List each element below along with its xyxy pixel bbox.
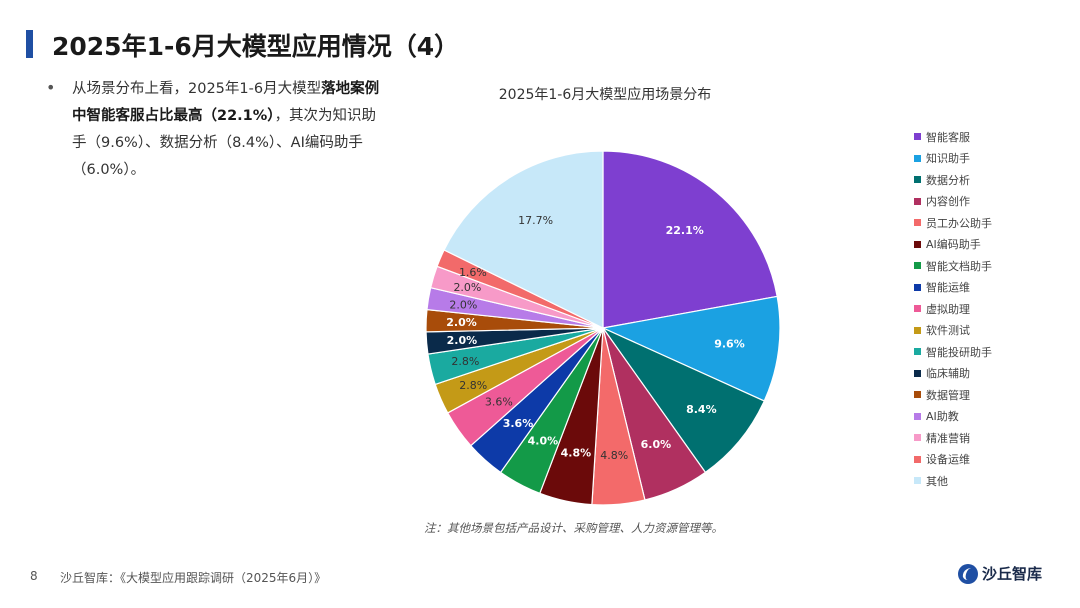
legend-swatch <box>914 477 921 485</box>
legend-swatch <box>914 283 921 291</box>
logo-icon <box>958 563 978 584</box>
legend-swatch <box>914 369 921 377</box>
summary-paragraph: 从场景分布上看，2025年1-6月大模型落地案例中智能客服占比最高（22.1%）… <box>72 76 390 184</box>
slice-data-label: 22.1% <box>666 224 704 237</box>
legend-item: AI编码助手 <box>914 234 992 256</box>
legend-item: 智能运维 <box>914 277 992 299</box>
slice-data-label: 2.0% <box>453 281 481 294</box>
slice-data-label: 3.6% <box>503 417 534 430</box>
brand-logo: 沙丘智库 <box>958 563 1042 584</box>
legend-label: 设备运维 <box>926 453 970 467</box>
legend-label: 内容创作 <box>926 195 970 209</box>
slice-data-label: 4.0% <box>528 434 559 447</box>
legend-label: 智能投研助手 <box>926 345 992 359</box>
legend-swatch <box>914 154 921 162</box>
legend-swatch <box>914 305 921 313</box>
slice-data-label: 6.0% <box>641 438 672 451</box>
legend-label: 知识助手 <box>926 152 970 166</box>
summary-text-bold: 落地案例中智能客服占比最高（22.1%） <box>72 81 380 124</box>
legend-label: 员工办公助手 <box>926 216 992 230</box>
slice-data-label: 1.6% <box>459 266 487 279</box>
pie-slice <box>600 295 781 402</box>
pie-slice <box>443 150 604 329</box>
legend-swatch <box>914 348 921 356</box>
legend-item: 内容创作 <box>914 191 992 213</box>
legend-item: AI助教 <box>914 406 992 428</box>
legend-label: AI编码助手 <box>926 238 981 252</box>
legend-label: 精准营销 <box>926 431 970 445</box>
chart-legend: 智能客服知识助手数据分析内容创作员工办公助手 AI编码助手 智能文档助手 智能运维虚拟… <box>914 126 992 492</box>
slice-data-label: 4.8% <box>561 447 592 460</box>
legend-label: 软件测试 <box>926 324 970 338</box>
slice-data-label: 2.0% <box>449 298 477 311</box>
slice-data-label: 2.0% <box>447 334 478 347</box>
logo-text: 沙丘智库 <box>982 565 1043 583</box>
slice-data-label: 17.7% <box>518 214 553 227</box>
legend-item: 精准营销 <box>914 427 992 449</box>
legend-swatch <box>914 176 921 184</box>
legend-item: 数据管理 <box>914 384 992 406</box>
legend-swatch <box>914 197 921 205</box>
source-citation: 沙丘智库：《大模型应用跟踪调研（2025年6月）》 <box>60 571 327 585</box>
chart-footnote: 注：其他场景包括产品设计、采购管理、人力资源管理等。 <box>424 521 723 535</box>
legend-swatch <box>914 412 921 420</box>
slice-data-label: 2.8% <box>459 379 487 392</box>
legend-item: 智能客服 <box>914 126 992 148</box>
slice-data-label: 9.6% <box>714 338 745 351</box>
legend-swatch <box>914 434 921 442</box>
legend-label: 其他 <box>926 474 948 488</box>
legend-item: 员工办公助手 <box>914 212 992 234</box>
summary-text-1: 从场景分布上看，2025年1-6月大模型 <box>72 81 322 97</box>
legend-swatch <box>914 391 921 399</box>
title-accent-bar <box>26 30 33 58</box>
legend-item: 其他 <box>914 470 992 492</box>
legend-swatch <box>914 219 921 227</box>
legend-item: 知识助手 <box>914 148 992 170</box>
pie-slice <box>602 150 778 329</box>
legend-label: 数据管理 <box>926 388 970 402</box>
page-number: 8 <box>30 569 38 583</box>
page-title: 2025年1-6月大模型应用情况（4） <box>52 32 460 61</box>
legend-swatch <box>914 240 921 248</box>
legend-label: 虚拟助理 <box>926 302 970 316</box>
legend-item: 软件测试 <box>914 320 992 342</box>
legend-swatch <box>914 133 921 141</box>
legend-label: 临床辅助 <box>926 367 970 381</box>
pie-slice <box>601 326 766 474</box>
slice-data-label: 2.0% <box>446 316 477 329</box>
legend-item: 设备运维 <box>914 449 992 471</box>
legend-label: 智能客服 <box>926 130 970 144</box>
legend-label: 智能文档助手 <box>926 259 992 273</box>
chart-title: 2025年1-6月大模型应用场景分布 <box>498 87 712 103</box>
legend-label: 数据分析 <box>926 173 970 187</box>
slice-data-label: 3.6% <box>485 395 513 408</box>
legend-label: 智能运维 <box>926 281 970 295</box>
slice-data-label: 8.4% <box>686 403 717 416</box>
legend-swatch <box>914 326 921 334</box>
slice-data-label: 4.8% <box>600 449 628 462</box>
slice-data-label: 2.8% <box>451 355 479 368</box>
legend-swatch <box>914 455 921 463</box>
legend-item: 智能文档助手 <box>914 255 992 277</box>
legend-item: 临床辅助 <box>914 363 992 385</box>
legend-swatch <box>914 262 921 270</box>
legend-label: AI助教 <box>926 410 959 424</box>
legend-item: 虚拟助理 <box>914 298 992 320</box>
legend-item: 数据分析 <box>914 169 992 191</box>
bullet-marker: • <box>46 78 56 97</box>
legend-item: 智能投研助手 <box>914 341 992 363</box>
summary-text-2: ，其次为知识助手（9.6%）、数据分析（8.4%）、AI编码助手（6.0%）。 <box>72 108 377 178</box>
